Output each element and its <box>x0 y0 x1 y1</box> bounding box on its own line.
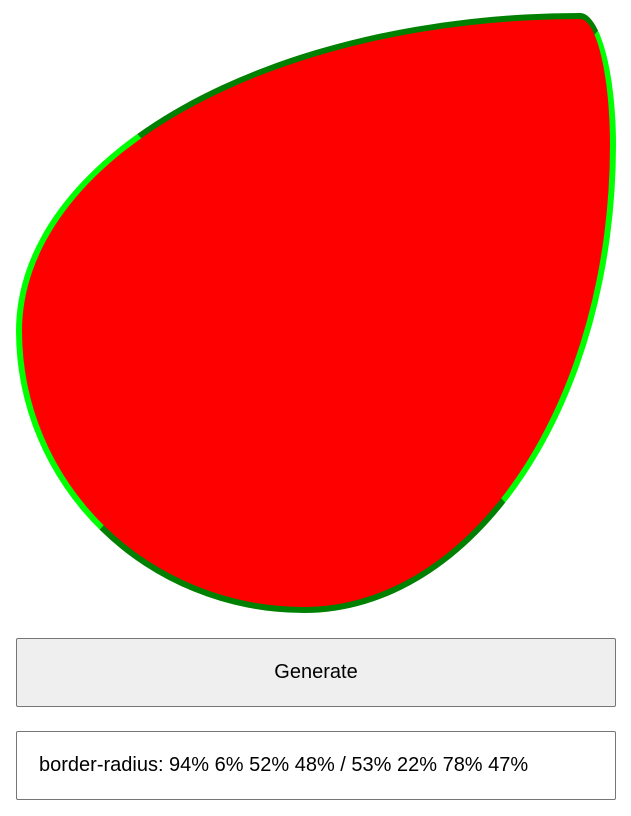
border-radius-output[interactable]: border-radius: 94% 6% 52% 48% / 53% 22% … <box>16 731 616 800</box>
generated-blob-shape <box>16 13 616 613</box>
generate-button[interactable]: Generate <box>16 638 616 707</box>
